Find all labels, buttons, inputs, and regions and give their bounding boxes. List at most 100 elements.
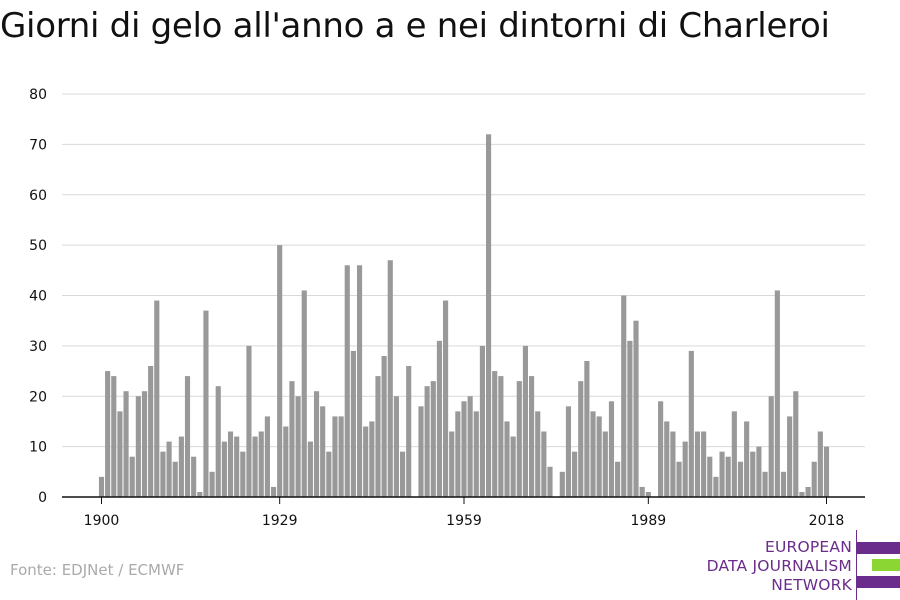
bar-1953 (424, 386, 430, 497)
bar-1913 (178, 436, 184, 497)
bar-1944 (369, 421, 375, 497)
bar-1977 (572, 451, 578, 497)
bar-1999 (707, 456, 713, 497)
y-tick-label-20: 20 (29, 389, 47, 405)
x-tick-label-1900: 1900 (84, 513, 120, 529)
bar-1920 (221, 441, 227, 497)
bar-2016 (811, 461, 817, 497)
bar-1935 (313, 391, 320, 497)
bar-1981 (596, 416, 602, 497)
y-tick-label-70: 70 (29, 137, 47, 153)
bar-1985 (621, 295, 627, 497)
edjnet-logo: EUROPEAN DATA JOURNALISM NETWORK (700, 530, 900, 600)
source-note: Fonte: EDJNet / ECMWF (10, 561, 185, 579)
bar-1938 (332, 416, 338, 497)
bar-2018 (823, 446, 830, 498)
bar-1933 (301, 290, 307, 497)
bar-1968 (516, 381, 522, 497)
bar-1980 (590, 411, 596, 497)
bar-1921 (227, 431, 234, 497)
bar-2001 (719, 451, 725, 497)
bar-1983 (608, 401, 615, 497)
bar-1998 (701, 431, 707, 497)
bar-1947 (387, 260, 393, 497)
bar-1910 (160, 451, 166, 497)
bar-1923 (240, 451, 246, 497)
bar-1936 (320, 406, 326, 497)
bar-1941 (350, 350, 356, 497)
bar-1965 (498, 376, 504, 497)
logo-line-1: EUROPEAN (764, 538, 852, 556)
bar-1931 (289, 381, 295, 497)
bar-1946 (381, 355, 387, 497)
bar-1959 (461, 401, 467, 497)
x-tick-label-1989: 1989 (631, 513, 667, 529)
bar-1955 (436, 340, 442, 497)
bar-1997 (694, 431, 701, 497)
bar-1940 (344, 265, 350, 497)
bar-1950 (406, 366, 412, 497)
y-tick-label-30: 30 (29, 339, 47, 355)
y-tick-label-0: 0 (38, 490, 47, 506)
bar-2011 (780, 471, 787, 497)
x-axis-ticks: 1900 1929 1959 1989 2018 (84, 497, 844, 529)
bar-1993 (670, 431, 676, 497)
bar-1915 (191, 456, 197, 497)
bar-1982 (602, 431, 608, 497)
bar-1988 (639, 486, 645, 497)
bar-1962 (479, 345, 485, 498)
bar-1912 (172, 461, 178, 497)
bar-1906 (135, 396, 141, 497)
bar-2012 (787, 416, 793, 497)
x-tick-label-1959: 1959 (446, 513, 482, 529)
bar-1960 (467, 396, 473, 497)
bar-1929 (277, 245, 283, 498)
logo-separator (856, 530, 857, 600)
bar-1954 (430, 381, 436, 497)
bar-2009 (768, 396, 774, 497)
bars (98, 134, 830, 498)
bar-1969 (522, 345, 529, 498)
y-tick-label-60: 60 (29, 188, 47, 204)
bar-1991 (658, 401, 664, 497)
bar-1967 (510, 436, 516, 497)
logo-line-2: DATA JOURNALISM (706, 557, 852, 575)
y-tick-label-40: 40 (29, 289, 47, 305)
bar-1919 (215, 386, 221, 497)
bar-1972 (541, 431, 547, 497)
bar-1907 (141, 391, 148, 497)
bar-1934 (307, 441, 313, 497)
bar-2007 (756, 446, 762, 498)
bar-2006 (750, 451, 756, 497)
y-tick-label-50: 50 (29, 238, 47, 254)
gridlines (62, 93, 865, 448)
bar-1964 (492, 371, 498, 497)
bar-1909 (154, 300, 160, 497)
bar-1963 (486, 134, 492, 498)
bar-1927 (264, 416, 270, 497)
bar-1930 (283, 426, 289, 497)
bar-1901 (105, 371, 111, 497)
bar-1961 (473, 411, 479, 497)
bar-1966 (504, 421, 510, 497)
bar-1926 (258, 431, 264, 497)
bar-2015 (805, 486, 811, 497)
bar-1976 (565, 406, 572, 497)
bar-1956 (443, 300, 449, 497)
bar-1945 (375, 376, 381, 497)
bar-1975 (559, 471, 565, 497)
bar-1987 (633, 320, 639, 497)
bar-1973 (547, 466, 553, 497)
bar-1924 (246, 345, 252, 498)
bar-1916 (197, 491, 203, 497)
logo-line-3: NETWORK (771, 576, 852, 594)
bar-2003 (731, 411, 737, 497)
bar-1952 (418, 406, 424, 497)
bar-2010 (774, 290, 780, 497)
bar-2008 (762, 471, 768, 497)
bar-1958 (455, 411, 461, 497)
logo-bar-purple-bottom (856, 576, 900, 588)
bar-1996 (688, 350, 694, 497)
bar-1932 (295, 396, 301, 497)
